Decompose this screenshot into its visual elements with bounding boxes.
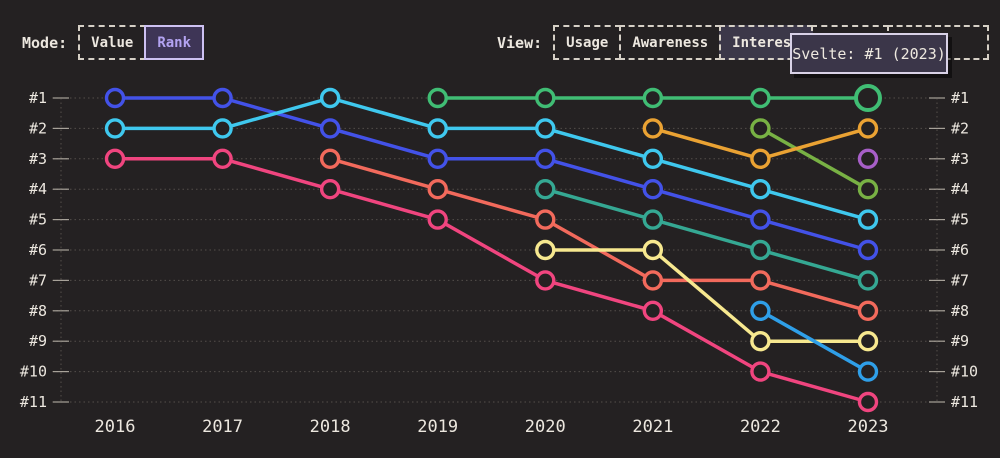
point-series-cyan-2022[interactable] (750, 178, 771, 200)
y-axis-label-right: #1 (951, 89, 969, 107)
point-series-cyan-2018[interactable] (319, 87, 341, 109)
point-Svelte-2019[interactable] (427, 87, 448, 109)
point-series-cyan-2019[interactable] (427, 118, 448, 139)
point-series-salmon-2018[interactable] (319, 148, 341, 170)
y-axis-label-right: #2 (951, 119, 969, 137)
point-series-salmon-2023[interactable] (857, 300, 879, 322)
point-series-salmon-2021[interactable] (642, 270, 664, 291)
view-option-awareness[interactable]: Awareness (619, 25, 722, 60)
point-series-yellow-2022[interactable] (750, 331, 771, 352)
x-axis-label-2023: 2023 (848, 417, 889, 437)
point-series-cyan-2021[interactable] (642, 148, 664, 170)
point-series-salmon-2019[interactable] (427, 178, 448, 200)
point-series-blue-2021[interactable] (642, 178, 664, 200)
point-series-purple-2023[interactable] (857, 148, 879, 170)
y-axis-label-left: #5 (29, 211, 47, 229)
point-series-pink-2018[interactable] (319, 178, 341, 200)
point-series-orange-2021[interactable] (642, 118, 664, 139)
line-series-pink (113, 157, 870, 404)
point-series-olive-2023[interactable] (857, 178, 879, 200)
y-axis-label-left: #2 (29, 119, 47, 137)
point-series-blue-2022[interactable] (750, 209, 771, 230)
y-axis-label-right: #3 (951, 150, 969, 168)
mode-toggle-group: Mode: Value Rank (22, 25, 205, 60)
point-series-olive-2022[interactable] (750, 118, 771, 139)
point-series-teal-2023[interactable] (857, 270, 879, 291)
point-series-yellow-2021[interactable] (642, 239, 664, 261)
y-axis-label-right: #8 (951, 302, 969, 320)
line-series-lightblue (758, 309, 870, 374)
x-axis-label-2020: 2020 (525, 417, 566, 437)
point-series-cyan-2020[interactable] (535, 118, 556, 139)
point-series-cyan-2023[interactable] (857, 209, 879, 230)
x-axis-label-2018: 2018 (310, 417, 351, 437)
x-axis-label-2019: 2019 (417, 417, 458, 437)
point-series-orange-2022[interactable] (750, 148, 771, 170)
x-axis-label-2022: 2022 (740, 417, 781, 437)
point-series-blue-2020[interactable] (535, 148, 556, 170)
y-axis-label-left: #4 (29, 180, 47, 198)
x-axis-label-2021: 2021 (632, 417, 673, 437)
x-axis-label-2016: 2016 (95, 417, 136, 437)
y-axis-label-right: #6 (951, 241, 969, 259)
point-series-pink-2017[interactable] (212, 148, 233, 170)
y-axis-label-right: #7 (951, 271, 969, 289)
point-series-pink-2016[interactable] (104, 148, 126, 170)
point-series-teal-2022[interactable] (750, 239, 771, 261)
y-axis-label-left: #3 (29, 150, 47, 168)
point-series-lightblue-2022[interactable] (750, 300, 771, 322)
point-Svelte-2020[interactable] (535, 87, 556, 109)
point-series-blue-2019[interactable] (427, 148, 448, 170)
point-series-lightblue-2023[interactable] (857, 361, 879, 382)
rank-chart: #1 #1 #2 #2 #3 #3 #4 #4 #5 #5 #6 #6 #7 #7 #8 #8 #9 #9 #10 #… (20, 84, 978, 437)
y-axis-label-left: #7 (29, 271, 47, 289)
point-series-blue-2016[interactable] (104, 87, 126, 109)
point-series-blue-2023[interactable] (857, 239, 879, 261)
line-series-salmon (328, 157, 870, 313)
line-series-olive (758, 126, 870, 191)
point-series-cyan-2016[interactable] (104, 118, 126, 139)
point-series-pink-2020[interactable] (535, 270, 556, 291)
point-series-teal-2021[interactable] (642, 209, 664, 230)
point-series-pink-2023[interactable] (857, 391, 879, 413)
point-series-pink-2021[interactable] (642, 300, 664, 322)
point-series-cyan-2017[interactable] (212, 118, 233, 139)
point-series-teal-2020[interactable] (535, 178, 556, 200)
y-axis-label-left: #8 (29, 302, 47, 320)
point-series-pink-2019[interactable] (427, 209, 448, 230)
point-series-blue-2018[interactable] (319, 118, 341, 139)
tooltip-text: Svelte: #1 (2023) (792, 44, 946, 63)
point-Svelte-2021[interactable] (642, 87, 664, 109)
point-series-salmon-2022[interactable] (750, 270, 771, 291)
y-axis-label-left: #10 (20, 363, 47, 381)
point-series-orange-2023[interactable] (857, 118, 879, 139)
y-axis-label-right: #5 (951, 211, 969, 229)
line-series-cyan (113, 96, 870, 222)
y-axis-label-right: #10 (951, 363, 978, 381)
y-axis-label-left: #1 (29, 89, 47, 107)
y-axis-label-left: #11 (20, 393, 47, 411)
view-label: View: (497, 33, 543, 52)
line-series-blue (113, 96, 870, 252)
view-option-usage[interactable]: Usage (553, 25, 622, 60)
point-series-yellow-2020[interactable] (535, 239, 556, 261)
mode-option-rank[interactable]: Rank (144, 25, 205, 60)
y-axis-label-right: #9 (951, 332, 969, 350)
y-axis-label-right: #11 (951, 393, 978, 411)
mode-buttons: Value Rank (78, 25, 205, 60)
mode-label: Mode: (22, 33, 68, 52)
point-series-blue-2017[interactable] (212, 87, 233, 109)
line-series-teal (543, 187, 870, 283)
chart-tooltip: Svelte: #1 (2023) (790, 33, 948, 74)
y-axis-label-right: #4 (951, 180, 969, 198)
mode-option-value[interactable]: Value (78, 25, 147, 60)
point-series-salmon-2020[interactable] (535, 209, 556, 230)
point-Svelte-2023[interactable] (853, 84, 882, 112)
x-axis-label-2017: 2017 (202, 417, 243, 437)
point-series-yellow-2023[interactable] (857, 331, 879, 352)
y-axis-label-left: #9 (29, 332, 47, 350)
point-Svelte-2022[interactable] (750, 87, 771, 109)
point-series-pink-2022[interactable] (750, 361, 771, 382)
y-axis-label-left: #6 (29, 241, 47, 259)
